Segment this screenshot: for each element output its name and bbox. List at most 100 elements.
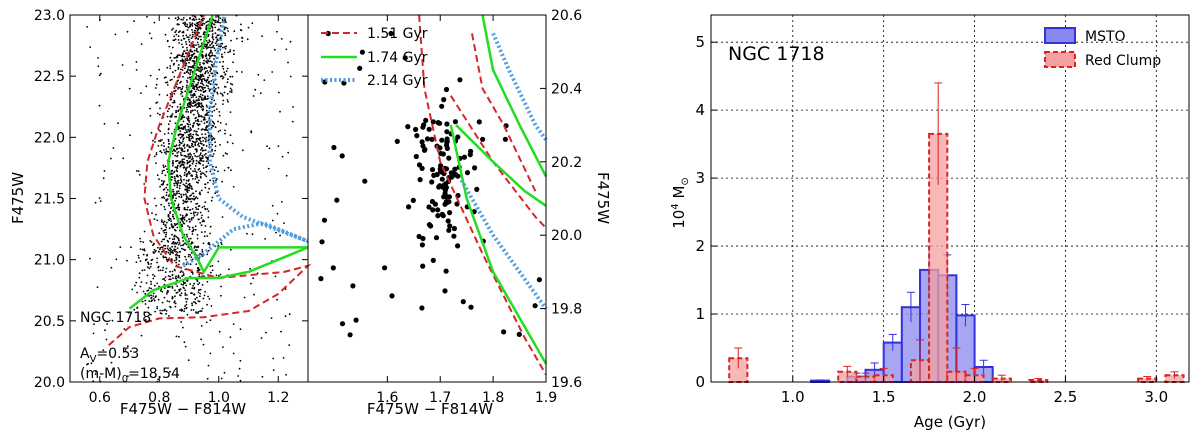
star	[204, 225, 207, 227]
star	[167, 132, 170, 135]
star	[223, 27, 226, 30]
star	[153, 284, 156, 287]
star	[186, 166, 189, 169]
star	[195, 44, 197, 46]
star	[189, 152, 192, 155]
star	[183, 143, 186, 146]
star	[160, 123, 163, 126]
star	[202, 88, 204, 91]
star	[197, 21, 200, 24]
star	[152, 273, 154, 276]
star	[226, 27, 229, 30]
star	[211, 98, 213, 101]
star	[176, 222, 179, 225]
star	[191, 208, 194, 210]
y-tick-label: 5	[695, 33, 705, 51]
star	[217, 170, 219, 173]
star	[186, 71, 188, 73]
star	[188, 198, 191, 201]
star	[191, 50, 194, 53]
star	[214, 103, 217, 105]
y-tick-label: 20.0	[34, 375, 65, 391]
star	[143, 269, 146, 271]
star	[201, 24, 203, 27]
star	[230, 82, 232, 85]
star	[474, 186, 480, 192]
star	[169, 67, 172, 70]
star	[213, 138, 216, 140]
star	[183, 341, 186, 344]
star	[158, 140, 160, 142]
star	[179, 152, 182, 154]
star	[226, 153, 229, 155]
star	[207, 181, 209, 184]
star	[198, 32, 200, 34]
star	[194, 178, 197, 180]
star	[179, 124, 182, 126]
star	[185, 179, 188, 182]
star	[163, 220, 166, 223]
star	[156, 282, 159, 285]
star	[191, 178, 194, 180]
star	[179, 133, 181, 136]
star	[160, 253, 162, 256]
star	[196, 181, 198, 184]
star	[178, 42, 181, 44]
star	[212, 180, 215, 182]
star	[154, 141, 156, 143]
star	[172, 152, 174, 155]
star	[177, 179, 180, 182]
star	[221, 180, 224, 183]
star	[230, 169, 232, 172]
star	[174, 177, 176, 180]
star	[178, 139, 181, 142]
star	[110, 157, 112, 160]
star	[160, 240, 163, 243]
star	[232, 49, 235, 52]
star	[201, 147, 204, 150]
star	[146, 289, 149, 292]
star	[205, 21, 208, 23]
star	[195, 208, 198, 211]
star	[420, 235, 426, 242]
star	[169, 247, 172, 250]
star	[177, 66, 180, 69]
star	[185, 136, 188, 139]
star	[174, 305, 177, 308]
star	[161, 172, 164, 175]
star	[210, 63, 213, 66]
x-tick-label: 1.0	[781, 388, 805, 406]
star	[172, 252, 175, 254]
star	[227, 51, 230, 54]
star	[192, 137, 194, 139]
star	[201, 255, 204, 257]
star	[213, 99, 216, 102]
star	[182, 199, 185, 202]
star	[190, 256, 193, 258]
star	[175, 166, 178, 169]
star	[188, 44, 191, 47]
star	[197, 212, 199, 214]
star	[188, 40, 191, 43]
star	[191, 175, 194, 177]
cmd-red-clump-y-ticks: 19.619.820.020.220.420.6	[540, 8, 582, 391]
star	[214, 141, 217, 144]
star	[321, 217, 328, 223]
star	[192, 84, 195, 87]
star	[211, 29, 214, 31]
star	[171, 249, 174, 252]
star	[183, 150, 186, 153]
star	[172, 196, 175, 199]
star	[191, 18, 194, 21]
star	[166, 198, 169, 200]
star	[175, 235, 178, 238]
star	[188, 226, 191, 229]
star	[181, 69, 184, 71]
star	[190, 158, 193, 161]
star	[189, 283, 192, 285]
star	[103, 122, 106, 125]
star	[223, 91, 226, 94]
star	[198, 18, 201, 21]
star	[207, 72, 210, 74]
cluster-name-annotation: NGC 1718	[80, 310, 151, 326]
